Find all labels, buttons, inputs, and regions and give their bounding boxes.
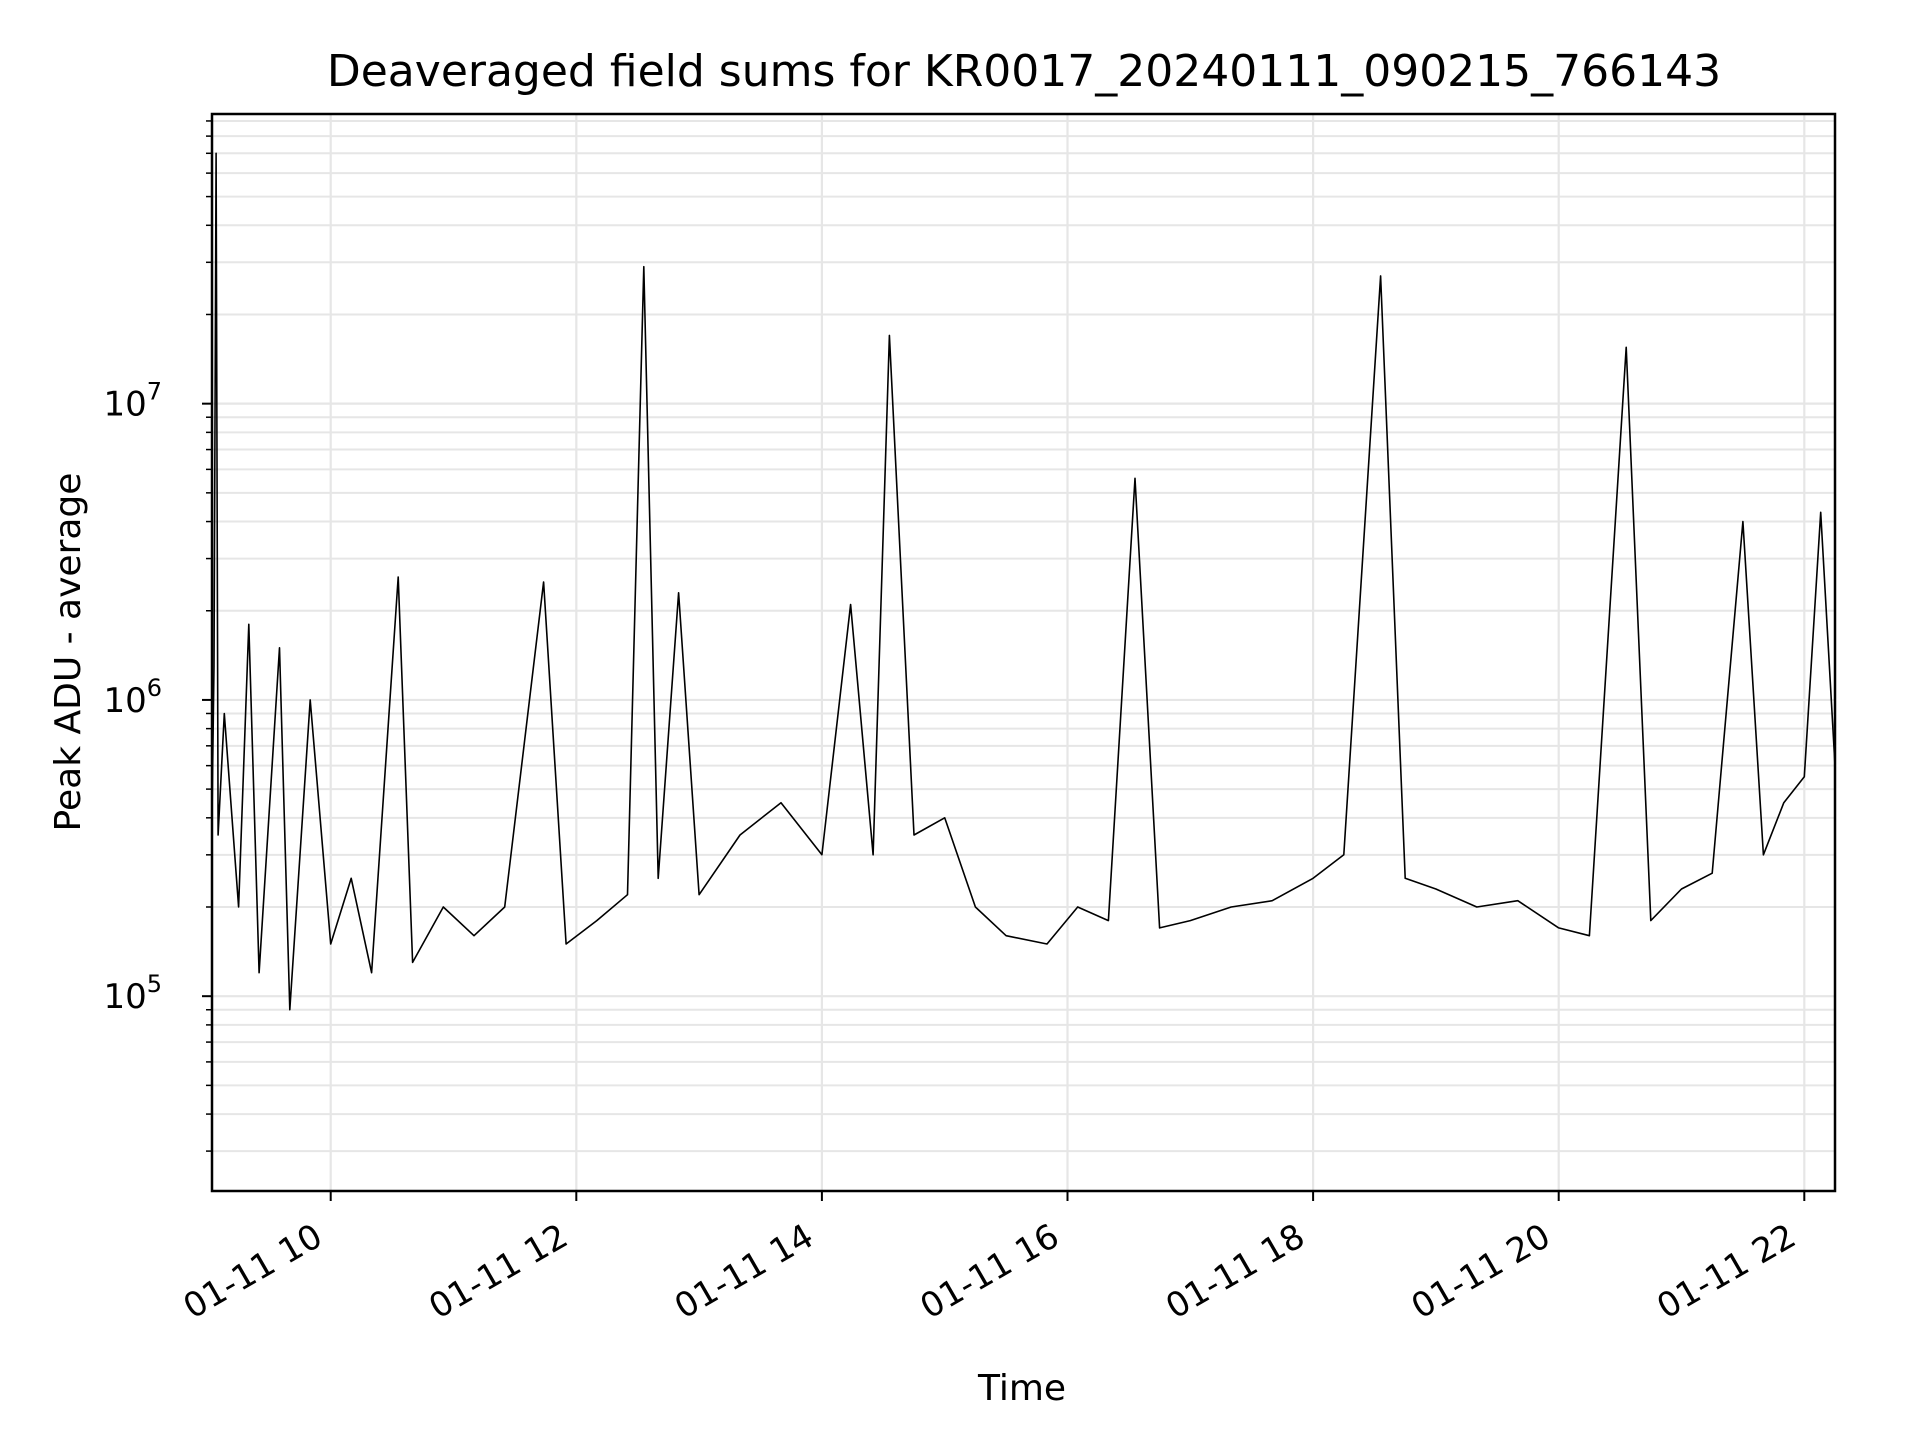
series-line <box>211 152 1836 1011</box>
y-tick-exponent: 5 <box>147 970 162 998</box>
chart-title: Deaveraged field sums for KR0017_2024011… <box>327 46 1721 97</box>
x-axis-label: Time <box>977 1368 1066 1409</box>
grid <box>212 114 1835 1191</box>
y-tick-exponent: 6 <box>147 674 162 702</box>
y-tick-label: 107 <box>103 378 162 425</box>
y-axis-label: Peak ADU - average <box>48 473 89 832</box>
y-tick-exponent: 7 <box>147 378 162 406</box>
series-layer <box>211 152 1836 1011</box>
plot-frame <box>210 112 1837 1193</box>
